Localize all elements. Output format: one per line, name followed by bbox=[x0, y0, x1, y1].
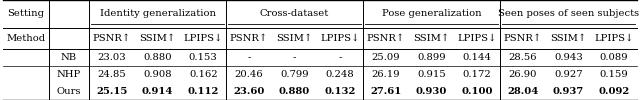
Text: LPIPS↓: LPIPS↓ bbox=[595, 34, 634, 43]
Text: 0.100: 0.100 bbox=[461, 87, 493, 96]
Text: SSIM↑: SSIM↑ bbox=[550, 34, 586, 43]
Text: SSIM↑: SSIM↑ bbox=[140, 34, 176, 43]
Text: Pose generalization: Pose generalization bbox=[381, 9, 481, 18]
Text: 0.144: 0.144 bbox=[463, 53, 492, 62]
Text: 0.908: 0.908 bbox=[143, 70, 172, 79]
Text: Identity generalization: Identity generalization bbox=[100, 9, 216, 18]
Text: 0.132: 0.132 bbox=[324, 87, 356, 96]
Text: NHP: NHP bbox=[57, 70, 81, 79]
Text: 28.04: 28.04 bbox=[507, 87, 538, 96]
Text: Ours: Ours bbox=[57, 87, 81, 96]
Text: LPIPS↓: LPIPS↓ bbox=[184, 34, 223, 43]
Text: 0.089: 0.089 bbox=[600, 53, 628, 62]
Text: 0.172: 0.172 bbox=[463, 70, 492, 79]
Text: 20.46: 20.46 bbox=[234, 70, 263, 79]
Text: 25.15: 25.15 bbox=[96, 87, 127, 96]
Text: 0.153: 0.153 bbox=[189, 53, 218, 62]
Text: 24.85: 24.85 bbox=[97, 70, 126, 79]
Text: 0.937: 0.937 bbox=[553, 87, 584, 96]
Text: 25.09: 25.09 bbox=[371, 53, 400, 62]
Text: SSIM↑: SSIM↑ bbox=[413, 34, 449, 43]
Text: 27.61: 27.61 bbox=[370, 87, 401, 96]
Text: 0.930: 0.930 bbox=[416, 87, 447, 96]
Text: LPIPS↓: LPIPS↓ bbox=[321, 34, 360, 43]
Text: SSIM↑: SSIM↑ bbox=[276, 34, 312, 43]
Text: 26.90: 26.90 bbox=[508, 70, 537, 79]
Text: 0.162: 0.162 bbox=[189, 70, 218, 79]
Text: Cross-dataset: Cross-dataset bbox=[260, 9, 329, 18]
Text: 0.159: 0.159 bbox=[600, 70, 628, 79]
Text: Setting: Setting bbox=[8, 9, 45, 18]
Text: -: - bbox=[339, 53, 342, 62]
Text: -: - bbox=[247, 53, 250, 62]
Text: PSNR↑: PSNR↑ bbox=[93, 34, 131, 43]
Text: LPIPS↓: LPIPS↓ bbox=[458, 34, 497, 43]
Text: PSNR↑: PSNR↑ bbox=[230, 34, 268, 43]
Text: 23.60: 23.60 bbox=[233, 87, 264, 96]
Text: 0.915: 0.915 bbox=[417, 70, 446, 79]
Text: 0.880: 0.880 bbox=[279, 87, 310, 96]
Text: 28.56: 28.56 bbox=[508, 53, 537, 62]
Text: 0.248: 0.248 bbox=[326, 70, 355, 79]
Text: Method: Method bbox=[6, 34, 45, 43]
Text: 0.112: 0.112 bbox=[188, 87, 219, 96]
Text: 0.927: 0.927 bbox=[554, 70, 582, 79]
Text: 0.799: 0.799 bbox=[280, 70, 309, 79]
Text: PSNR↑: PSNR↑ bbox=[504, 34, 542, 43]
Text: 0.880: 0.880 bbox=[143, 53, 172, 62]
Text: NB: NB bbox=[61, 53, 77, 62]
Text: 0.092: 0.092 bbox=[598, 87, 630, 96]
Text: 26.19: 26.19 bbox=[371, 70, 400, 79]
Text: 23.03: 23.03 bbox=[98, 53, 126, 62]
Text: Seen poses of seen subjects: Seen poses of seen subjects bbox=[498, 9, 639, 18]
Text: 0.943: 0.943 bbox=[554, 53, 582, 62]
Text: 0.914: 0.914 bbox=[142, 87, 173, 96]
Text: 0.899: 0.899 bbox=[417, 53, 445, 62]
Text: PSNR↑: PSNR↑ bbox=[367, 34, 405, 43]
Text: -: - bbox=[293, 53, 296, 62]
